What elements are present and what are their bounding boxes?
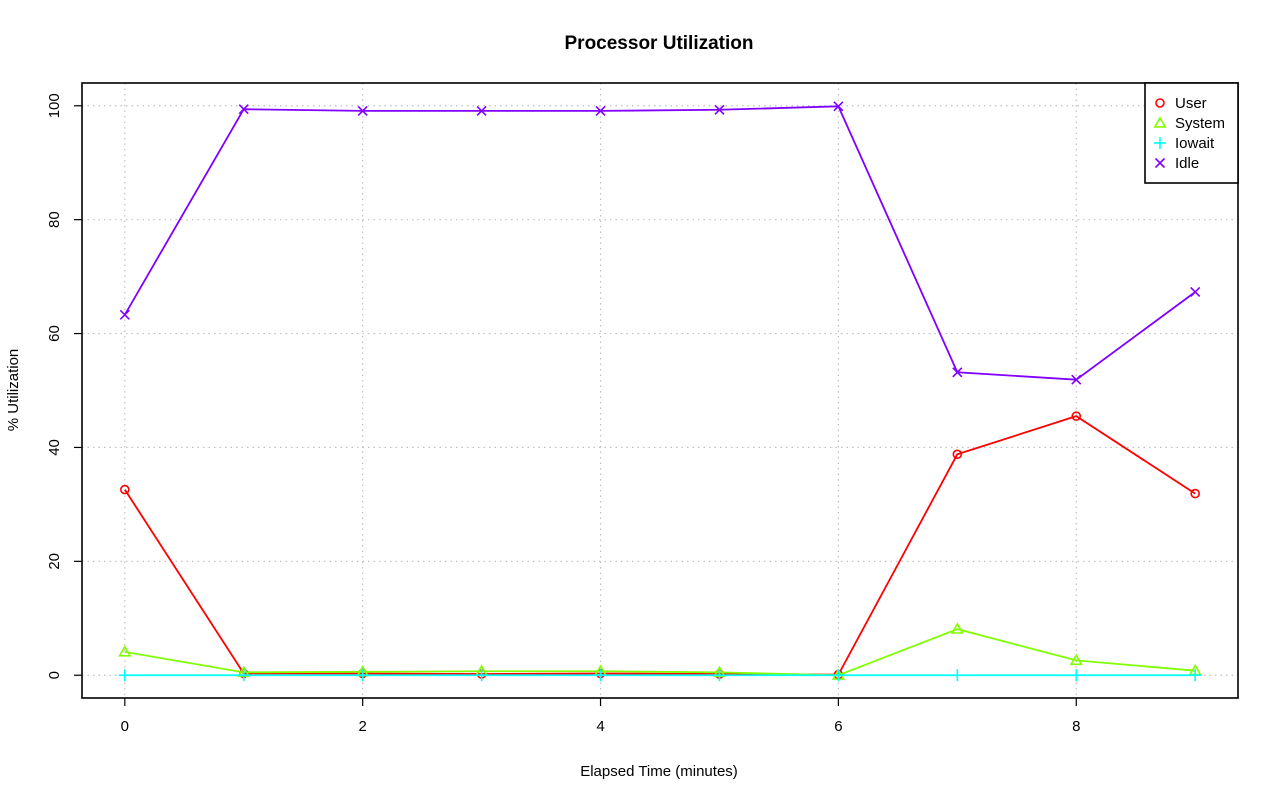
data-point-user bbox=[1190, 488, 1200, 499]
x-tick-label: 8 bbox=[1072, 718, 1080, 735]
x-tick-label: 0 bbox=[121, 718, 129, 735]
data-point-system bbox=[1069, 653, 1083, 666]
legend: User System Iowait Idle bbox=[1144, 82, 1239, 184]
grid bbox=[82, 83, 1238, 698]
data-point-system bbox=[118, 645, 132, 657]
legend-label: User bbox=[1175, 95, 1207, 112]
data-point-system bbox=[950, 622, 964, 634]
data-point-user bbox=[1071, 411, 1082, 421]
legend-item-system: System bbox=[1153, 115, 1225, 132]
data-point-idle bbox=[1190, 286, 1201, 298]
data-point-idle bbox=[119, 309, 130, 320]
data-point-iowait bbox=[951, 669, 964, 682]
x-tick-label: 6 bbox=[834, 718, 842, 735]
legend-item-idle: Idle bbox=[1154, 155, 1199, 172]
data-point-iowait bbox=[1189, 669, 1202, 682]
y-tick-label: 20 bbox=[46, 553, 63, 570]
series-line-system bbox=[124, 628, 1196, 677]
data-point-iowait bbox=[1070, 669, 1083, 682]
data-point-iowait bbox=[356, 669, 369, 682]
x-tick-label: 4 bbox=[596, 718, 604, 735]
data-point-idle bbox=[1071, 374, 1082, 385]
legend-label: Iowait bbox=[1175, 135, 1215, 152]
chart-title: Processor Utilization bbox=[565, 33, 754, 54]
series-line-idle bbox=[124, 105, 1196, 381]
data-point-iowait bbox=[118, 669, 131, 682]
data-point-idle bbox=[952, 367, 963, 378]
series-idle bbox=[119, 101, 1201, 385]
data-point-iowait bbox=[237, 669, 250, 682]
series-line-user bbox=[124, 415, 1196, 676]
legend-item-iowait: Iowait bbox=[1154, 135, 1215, 152]
data-point-idle bbox=[714, 104, 725, 115]
legend-label: Idle bbox=[1175, 155, 1199, 172]
y-axis-label: % Utilization bbox=[5, 349, 22, 432]
data-point-user bbox=[120, 484, 130, 495]
series-layer bbox=[118, 101, 1202, 682]
data-point-iowait bbox=[594, 669, 607, 682]
data-point-idle bbox=[595, 105, 606, 116]
x-tick-label: 2 bbox=[359, 718, 367, 735]
y-tick-label: 0 bbox=[46, 671, 63, 679]
data-point-iowait bbox=[475, 669, 488, 682]
y-tick-label: 80 bbox=[46, 211, 63, 228]
y-tick-label: 100 bbox=[46, 93, 63, 118]
data-point-user bbox=[952, 449, 963, 460]
data-point-idle bbox=[357, 105, 368, 116]
legend-label: System bbox=[1175, 115, 1225, 132]
data-point-idle bbox=[833, 101, 844, 112]
legend-item-user: User bbox=[1155, 95, 1207, 112]
y-tick-label: 40 bbox=[46, 439, 63, 456]
plus-marker bbox=[1154, 137, 1166, 149]
plot-frame bbox=[81, 82, 1239, 699]
circle-marker bbox=[1155, 98, 1165, 108]
data-point-idle bbox=[476, 105, 487, 116]
data-point-iowait bbox=[832, 669, 845, 682]
y-tick-label: 60 bbox=[46, 325, 63, 342]
series-iowait bbox=[118, 669, 1202, 682]
triangle-marker bbox=[1153, 116, 1167, 128]
cross-marker bbox=[1154, 157, 1166, 169]
x-axis-label: Elapsed Time (minutes) bbox=[580, 763, 738, 780]
data-point-iowait bbox=[713, 669, 726, 682]
series-system bbox=[118, 622, 1202, 680]
series-user bbox=[120, 411, 1200, 680]
data-point-idle bbox=[238, 104, 249, 115]
